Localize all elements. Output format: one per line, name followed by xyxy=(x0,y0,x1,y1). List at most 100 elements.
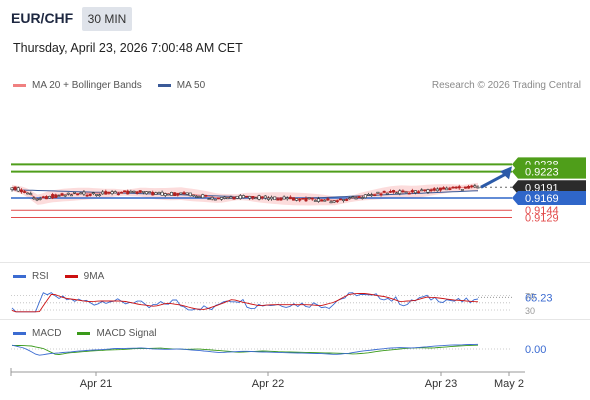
candle-body xyxy=(382,190,386,193)
rsi-ma-swatch xyxy=(64,275,78,278)
candle-body xyxy=(35,198,39,201)
candle-body xyxy=(263,195,267,199)
candle-body xyxy=(320,199,324,202)
candle-body xyxy=(198,196,202,198)
rsi-tick-30: 30 xyxy=(525,306,535,316)
macd-signal-swatch xyxy=(77,332,91,335)
candle-body xyxy=(85,194,89,197)
macd-legend: MACD MACD Signal xyxy=(13,328,156,339)
candle-body xyxy=(26,192,30,195)
candle-body xyxy=(385,192,389,195)
rsi-tick-70: 70 xyxy=(525,292,535,302)
candle-body xyxy=(401,190,405,193)
candle-body xyxy=(166,193,170,196)
candle-body xyxy=(392,190,396,193)
rsi-value: 65.23 xyxy=(525,292,553,304)
candle-body xyxy=(291,197,295,201)
candle-body xyxy=(176,193,180,196)
candle-body xyxy=(185,192,189,195)
candle-body xyxy=(220,197,224,200)
candle-body xyxy=(273,196,277,201)
candle-body xyxy=(44,196,48,200)
candle-body xyxy=(251,196,255,199)
instrument-title: EUR/CHF xyxy=(11,10,74,26)
ma50-swatch xyxy=(157,84,171,87)
rsi-swatch xyxy=(13,275,26,278)
candle-body xyxy=(110,191,114,195)
forecast-arrowhead xyxy=(500,166,512,180)
candle-body xyxy=(98,194,102,197)
candle-body xyxy=(429,189,433,192)
candle-body xyxy=(57,195,61,197)
rsi-legend: RSI 9MA xyxy=(13,271,104,282)
candle-body xyxy=(435,188,439,192)
candle-body xyxy=(79,192,83,195)
bollinger-band xyxy=(12,182,478,206)
candle-body xyxy=(41,196,45,198)
candle-body xyxy=(226,197,230,200)
candle-body xyxy=(276,198,280,201)
candle-body xyxy=(19,189,23,193)
candle-body xyxy=(66,192,70,195)
macd-swatch xyxy=(13,332,26,335)
candle-body xyxy=(460,189,464,191)
candle-body xyxy=(298,198,302,201)
candle-body xyxy=(373,194,377,196)
candle-body xyxy=(38,198,42,200)
candle-body xyxy=(29,193,33,195)
candle-body xyxy=(63,194,67,197)
rsi-label: RSI xyxy=(32,271,49,282)
candle-body xyxy=(126,190,130,195)
candle-body xyxy=(288,196,292,200)
candle-body xyxy=(348,197,352,199)
candle-body xyxy=(473,185,477,188)
candle-body xyxy=(170,192,174,196)
candle-body xyxy=(23,191,27,193)
candle-body xyxy=(113,191,117,194)
candle-body xyxy=(432,188,436,191)
candle-body xyxy=(332,200,336,203)
level-label-0.9144: 0.9144 xyxy=(525,205,559,217)
candle-body xyxy=(451,186,455,189)
macd-divider xyxy=(0,319,590,320)
candle-body xyxy=(404,191,408,194)
candle-body xyxy=(101,191,105,195)
timeframe-button[interactable]: 30 MIN xyxy=(82,7,132,31)
candle-body xyxy=(88,193,92,196)
candle-body xyxy=(151,191,155,196)
candle-body xyxy=(195,196,199,198)
level-label-0.9129: 0.9129 xyxy=(525,213,559,225)
candle-body xyxy=(235,195,239,199)
level-tag-0.9169 xyxy=(512,191,586,205)
candle-body xyxy=(310,197,314,200)
macd-label: MACD xyxy=(32,328,62,339)
candle-body xyxy=(254,197,258,200)
candle-body xyxy=(470,185,474,188)
candle-body xyxy=(329,201,333,204)
candle-body xyxy=(476,186,480,189)
candle-body xyxy=(94,194,98,196)
candle-body xyxy=(207,198,211,200)
candle-body xyxy=(232,197,236,200)
candle-body xyxy=(376,191,380,194)
candle-body xyxy=(304,197,308,202)
candle-body xyxy=(154,192,158,195)
candle-body xyxy=(260,196,264,199)
candle-body xyxy=(141,190,145,193)
candle-body xyxy=(285,197,289,200)
candle-body xyxy=(32,197,36,200)
candle-body xyxy=(148,191,152,193)
candle-body xyxy=(144,191,148,195)
candle-body xyxy=(370,194,374,196)
macd-value: 0.00 xyxy=(525,344,546,356)
candle-body xyxy=(107,191,111,194)
candle-body xyxy=(182,192,186,195)
candle-body xyxy=(160,191,164,196)
candle-body xyxy=(241,195,245,199)
candle-body xyxy=(342,199,346,201)
candle-body xyxy=(173,192,177,197)
candle-body xyxy=(213,198,217,201)
candle-body xyxy=(335,200,339,203)
candle-body xyxy=(316,198,320,202)
